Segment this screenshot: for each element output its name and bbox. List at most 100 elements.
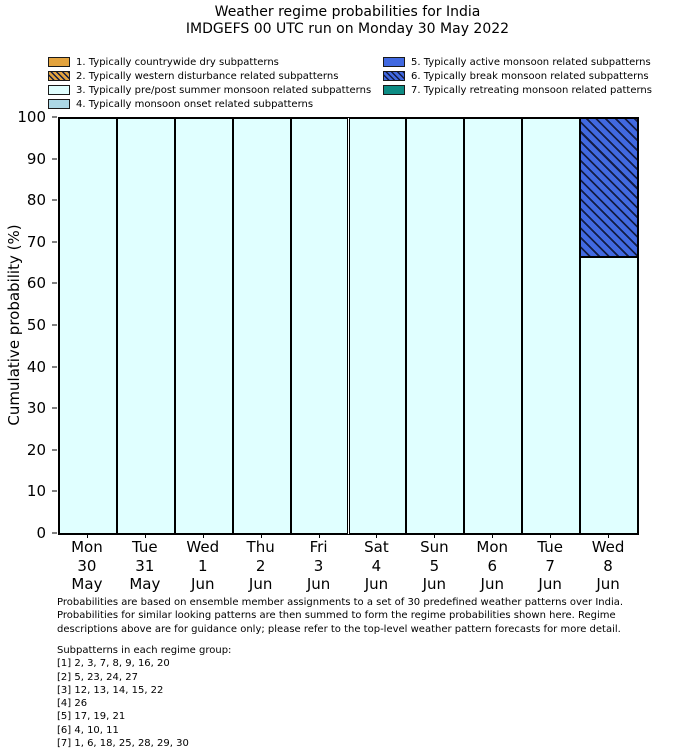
x-axis: Mon 30 May Tue 31 May Wed 1 Jun Thu 2 Jun Fri 3 Jun Sat… — [58, 534, 637, 594]
chart-title: Weather regime probabilities for India I… — [58, 4, 637, 38]
x-tick-label-line: Jun — [306, 575, 331, 593]
legend-swatch-regime-2 — [48, 71, 70, 81]
x-tick-label-line: Jun — [596, 575, 620, 593]
subpatterns-list: Subpatterns in each regime group: [1] 2,… — [57, 644, 231, 750]
x-tick-label-line: Sat — [364, 538, 389, 556]
x-tick-label-line: Wed — [591, 538, 625, 556]
x-tick-label-line: 3 — [313, 556, 324, 575]
x-tick-label-line: 2 — [255, 556, 266, 575]
bar-segment-regime-3 — [174, 118, 233, 534]
x-tick-label: Mon 30 May — [71, 538, 103, 594]
legend-swatch-regime-1 — [48, 57, 70, 67]
legend-swatch-regime-4 — [48, 99, 70, 109]
legend-item-2: 2. Typically western disturbance related… — [48, 69, 371, 83]
y-tick-mark — [52, 324, 57, 326]
legend-column-left: 1. Typically countrywide dry subpatterns… — [48, 55, 371, 111]
footnote-line: Probabilities are based on ensemble memb… — [57, 597, 624, 608]
subpattern-line: [6] 4, 10, 11 — [57, 724, 119, 736]
x-tick-label-line: Wed — [186, 538, 220, 556]
bar-mon-6 — [464, 118, 523, 534]
x-tick-label-line: Mon — [476, 538, 509, 556]
x-tick-mark — [260, 534, 262, 538]
legend-swatch-regime-6 — [383, 71, 405, 81]
x-tick-label-line: Jun — [422, 575, 447, 593]
x-tick-label: Sun 5 Jun — [420, 538, 449, 594]
x-tick-label-line: Jun — [538, 575, 562, 593]
x-tick-label-line: Tue — [132, 538, 158, 556]
legend-label-6: 6. Typically break monsoon related subpa… — [411, 70, 649, 82]
x-tick-label-line: 1 — [197, 556, 208, 575]
bar-sun-5 — [406, 118, 465, 534]
legend-label-5: 5. Typically active monsoon related subp… — [411, 56, 651, 68]
y-tick-mark — [52, 407, 57, 409]
x-tick-label: Mon 6 Jun — [476, 538, 508, 594]
x-tick-label: Wed 8 Jun — [592, 538, 625, 594]
y-tick-mark — [52, 366, 57, 368]
y-tick-mark — [52, 158, 57, 160]
y-tick-label: 10 — [26, 482, 46, 501]
x-tick-label-line: 5 — [429, 556, 440, 575]
x-tick-label-line: 8 — [603, 556, 613, 575]
y-tick-mark — [52, 532, 57, 534]
legend-item-5: 5. Typically active monsoon related subp… — [383, 55, 652, 69]
footnote: Probabilities are based on ensemble memb… — [57, 596, 623, 636]
bar-mon-30 — [59, 118, 117, 534]
chart-title-line2: IMDGEFS 00 UTC run on Monday 30 May 2022 — [185, 21, 510, 37]
x-tick-label-line: 31 — [135, 556, 155, 575]
bar-segment-regime-3 — [406, 118, 465, 534]
x-tick-label-line: Fri — [309, 538, 328, 556]
bar-segment-regime-3 — [464, 118, 523, 534]
bar-segment-regime-3 — [348, 118, 407, 534]
x-tick-label-line: May — [71, 575, 103, 593]
subpattern-line: [7] 1, 6, 18, 25, 28, 29, 30 — [57, 738, 189, 750]
bar-segment-regime-6 — [580, 118, 638, 257]
x-tick-label-line: 7 — [545, 556, 555, 575]
legend-item-7: 7. Typically retreating monsoon related … — [383, 83, 652, 97]
plot-area — [58, 117, 639, 535]
x-tick-mark — [434, 534, 436, 538]
bar-segment-regime-3 — [580, 256, 638, 534]
bar-sat-4 — [348, 118, 407, 534]
y-tick-label: 0 — [36, 524, 46, 542]
x-tick-label-line: Jun — [191, 575, 215, 593]
x-tick-label: Tue 31 May — [129, 538, 160, 594]
subpatterns-heading: Subpatterns in each regime group: — [57, 645, 232, 656]
y-tick-label: 20 — [26, 440, 46, 459]
bar-segment-regime-3 — [290, 118, 349, 534]
x-tick-mark — [318, 534, 320, 538]
legend-item-1: 1. Typically countrywide dry subpatterns — [48, 55, 371, 69]
legend-item-6: 6. Typically break monsoon related subpa… — [383, 69, 652, 83]
x-tick-label-line: 4 — [371, 556, 382, 575]
subpattern-line: [2] 5, 23, 24, 27 — [57, 671, 138, 683]
y-tick-label: 90 — [26, 149, 46, 168]
legend-label-4: 4. Typically monsoon onset related subpa… — [76, 98, 314, 110]
y-tick-label: 40 — [26, 357, 46, 376]
bar-wed-1 — [174, 118, 233, 534]
x-tick-mark — [144, 534, 146, 538]
y-tick-mark — [52, 282, 57, 284]
x-tick-label: Fri 3 Jun — [307, 538, 330, 594]
bar-fri-3 — [290, 118, 349, 534]
y-tick-mark — [52, 449, 57, 451]
bar-tue-7 — [522, 118, 581, 534]
x-tick-label-line: Jun — [364, 575, 389, 593]
x-tick-label-line: May — [129, 575, 161, 593]
legend-label-3: 3. Typically pre/post summer monsoon rel… — [76, 84, 372, 96]
x-tick-label-line: Mon — [71, 538, 103, 556]
bar-segment-regime-3 — [232, 118, 291, 534]
y-tick-mark — [52, 199, 57, 201]
y-tick-label: 60 — [26, 274, 46, 293]
y-tick-label: 30 — [26, 399, 46, 418]
legend-label-7: 7. Typically retreating monsoon related … — [411, 84, 652, 96]
x-tick-label-line: 30 — [77, 556, 97, 575]
legend-swatch-regime-3 — [48, 85, 70, 95]
y-tick-label: 70 — [26, 232, 46, 251]
bar-segment-regime-3 — [522, 118, 581, 534]
x-tick-label: Tue 7 Jun — [537, 538, 563, 594]
x-tick-mark — [376, 534, 378, 538]
y-tick-label: 80 — [26, 191, 46, 210]
legend-item-3: 3. Typically pre/post summer monsoon rel… — [48, 83, 371, 97]
x-tick-mark — [608, 534, 610, 538]
x-tick-mark — [550, 534, 552, 538]
